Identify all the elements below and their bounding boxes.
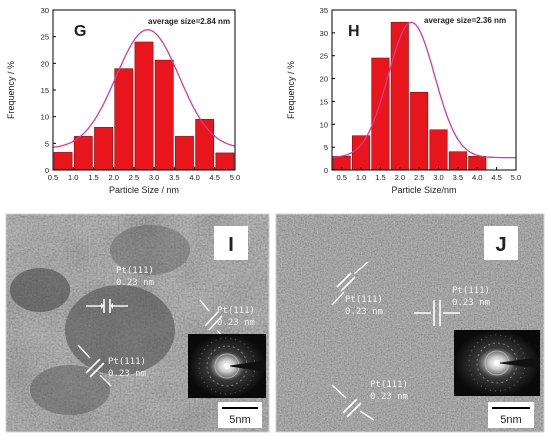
lattice-fringe-marker (331, 261, 369, 306)
histogram-bar (134, 41, 154, 171)
x-axis-label: Particle Size/nm (391, 185, 456, 195)
x-tick-label: 1.5 (375, 173, 385, 182)
average-size-annotation: average size=2.84 nm (148, 17, 230, 26)
panel-label-box (484, 226, 518, 260)
histogram-bar (215, 152, 235, 171)
y-tick-label: 25 (320, 52, 328, 61)
y-tick-label: 0 (45, 166, 49, 175)
y-tick-label: 20 (320, 75, 328, 84)
tem-image-i: I Pt(111) 0.23 nm Pt(111) 0.23 nm (5, 213, 270, 433)
x-tick-label: 3.5 (169, 173, 179, 182)
x-tick-label: 4.5 (491, 173, 501, 182)
tem-image-j: J Pt(111) 0.23 nm Pt(111) 0.23 nm Pt(111… (275, 213, 545, 433)
lattice-label-plane: Pt(111) (345, 295, 383, 305)
x-tick-label: 0.5 (336, 173, 346, 182)
lattice-label-spacing: 0.23 nm (116, 278, 154, 288)
x-tick-label: 4.0 (189, 173, 199, 182)
x-tick-label: 2.0 (108, 173, 118, 182)
lattice-label-plane: Pt(111) (116, 266, 154, 276)
lattice-fringe-marker (414, 300, 460, 326)
panel-letter: G (74, 23, 86, 40)
saed-inset (454, 330, 540, 396)
histogram-bar (390, 22, 409, 171)
histogram-bar (195, 119, 215, 171)
x-tick-label: 1.5 (88, 173, 98, 182)
x-tick-label: 2.5 (129, 173, 139, 182)
x-tick-label: 3.0 (149, 173, 159, 182)
plot-frame (331, 9, 517, 171)
lattice-label-spacing: 0.23 nm (108, 369, 146, 379)
saed-inset (188, 334, 266, 398)
y-tick-label: 25 (41, 33, 49, 42)
x-tick-label: 5.0 (230, 173, 240, 182)
average-size-annotation: average size=2.36 nm (424, 16, 506, 25)
y-tick-label: 30 (320, 29, 328, 38)
histogram-bar (175, 136, 194, 171)
histogram-bar (410, 91, 429, 171)
y-axis-label: Frequency / % (286, 61, 296, 119)
x-tick-label: 3.5 (453, 173, 463, 182)
y-tick-label: 10 (41, 113, 49, 122)
x-tick-label: 4.0 (472, 173, 482, 182)
panel-letter: H (348, 23, 360, 40)
y-tick-label: 20 (41, 59, 49, 68)
lattice-fringe-marker (77, 344, 112, 387)
histogram-bar (114, 68, 134, 171)
lattice-label-spacing: 0.23 nm (345, 307, 383, 317)
lattice-fringe-marker (86, 299, 128, 313)
y-tick-label: 5 (324, 143, 328, 152)
scale-bar-label: 5nm (500, 414, 521, 426)
histogram-bar (429, 129, 448, 171)
x-tick-label: 3.0 (433, 173, 443, 182)
histogram-bar (371, 57, 390, 171)
lattice-label-spacing: 0.23 nm (452, 298, 490, 308)
x-axis-label: Particle Size / nm (109, 185, 179, 195)
scale-bar-box (488, 402, 534, 428)
y-tick-label: 0 (324, 166, 328, 175)
x-tick-label: 2.0 (395, 173, 405, 182)
lattice-label-spacing: 0.23 nm (370, 392, 408, 402)
histogram-bar (154, 59, 174, 171)
lattice-label-plane: Pt(111) (370, 380, 408, 390)
x-tick-label: 0.5 (48, 173, 58, 182)
histogram-bar (73, 136, 93, 171)
y-tick-label: 10 (320, 120, 328, 129)
histogram-bar (53, 152, 73, 171)
histogram-bar (94, 127, 113, 171)
panel-label-box (214, 226, 248, 260)
histogram-bar (352, 135, 371, 171)
y-tick-label: 15 (41, 86, 49, 95)
x-tick-label: 4.5 (210, 173, 220, 182)
x-tick-label: 1.0 (356, 173, 366, 182)
gaussian-fit-curve (331, 21, 517, 159)
lattice-label-plane: Pt(111) (452, 286, 490, 296)
y-tick-label: 15 (320, 97, 328, 106)
histogram-h: 0.5 1.0 1.5 2.0 2.5 3.0 3.5 4.0 4.5 5.0 0 5 10 15 20 25… (286, 6, 521, 195)
panel-letter: I (228, 234, 234, 256)
lattice-label-plane: Pt(111) (217, 306, 255, 316)
panel-letter: J (495, 234, 506, 256)
y-tick-label: 5 (45, 139, 49, 148)
gaussian-fit-curve (52, 29, 236, 148)
histogram-g: 0.5 1.0 1.5 2.0 2.5 3.0 3.5 4.0 4.5 5.0 0 5 10 15 20 25… (6, 6, 240, 195)
y-tick-label: 30 (41, 6, 49, 15)
x-tick-label: 5.0 (511, 173, 521, 182)
y-tick-label: 35 (320, 6, 328, 15)
x-tick-label: 2.5 (414, 173, 424, 182)
y-axis-label: Frequency / % (6, 61, 16, 119)
lattice-label-plane: Pt(111) (108, 357, 146, 367)
lattice-fringe-marker (331, 384, 375, 421)
lattice-label-spacing: 0.23 nm (217, 318, 255, 328)
x-tick-label: 1.0 (68, 173, 78, 182)
scale-bar-box (218, 402, 262, 428)
scale-bar-label: 5nm (229, 414, 250, 426)
